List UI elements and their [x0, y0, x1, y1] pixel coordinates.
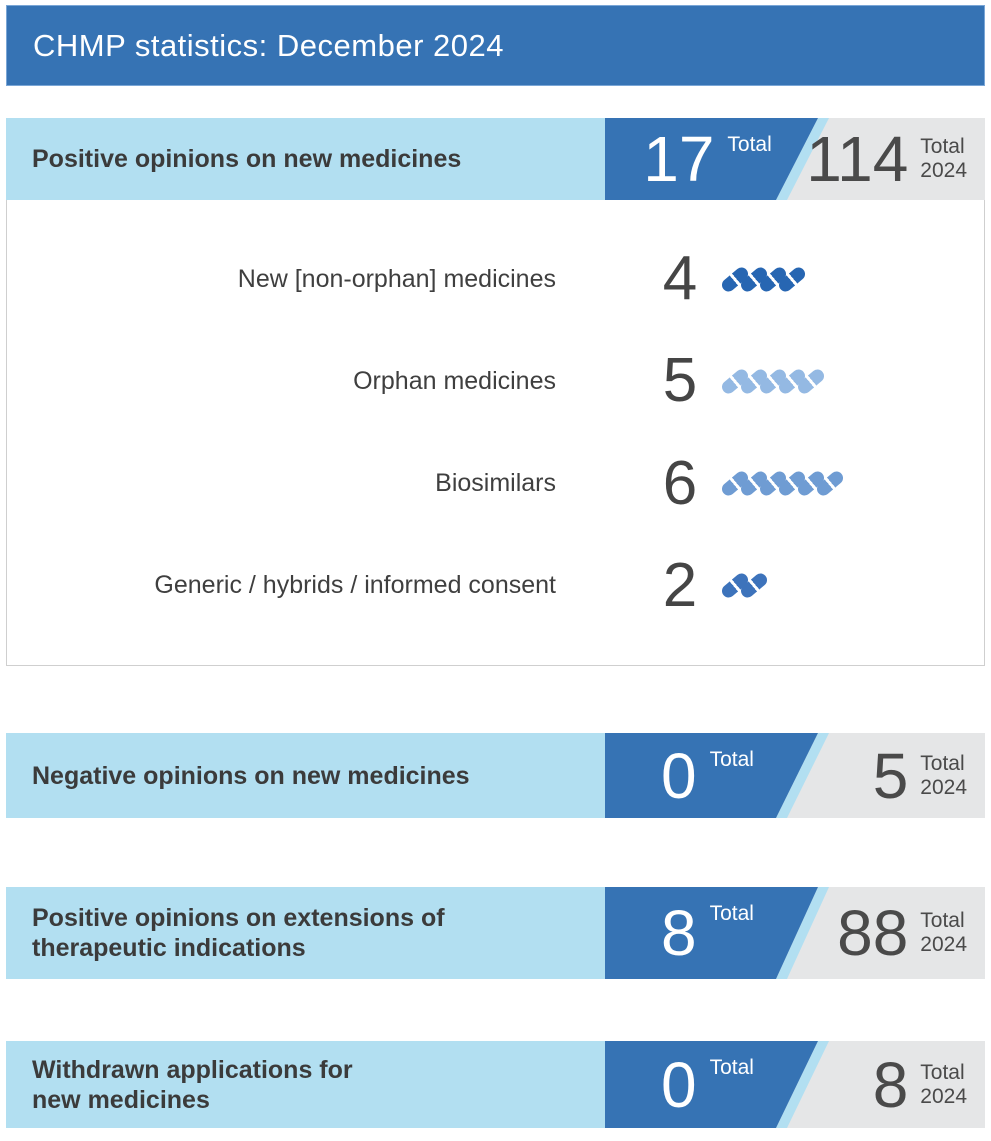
card-title-band: Positive opinions on extensions of thera…: [6, 887, 605, 979]
breakdown-row-orphan: Orphan medicines 5: [7, 350, 984, 412]
card-title-line1: Positive opinions on new medicines: [32, 145, 462, 173]
breakdown-row-non-orphan: New [non-orphan] medicines 4: [7, 248, 984, 310]
card-title-line1: Withdrawn applications for: [32, 1055, 353, 1084]
row-value: 6: [662, 448, 698, 518]
breakdown-list: New [non-orphan] medicines 4 Orphan medi…: [6, 200, 985, 666]
month-total-value: 0: [661, 739, 697, 812]
pill-icons: [719, 467, 846, 501]
card-header-band: Positive opinions on extensions of thera…: [6, 887, 985, 979]
year-total: 5 Total 2024: [835, 733, 985, 818]
year-total-label: Total 2024: [920, 135, 967, 182]
page-title: CHMP statistics: December 2024: [33, 27, 504, 63]
month-total-value: 17: [643, 123, 715, 195]
year-total-label-line2: 2024: [920, 775, 967, 799]
pill-icons: [719, 364, 827, 398]
month-total: 17 Total: [605, 118, 810, 200]
card-positive-opinions-extensions: Positive opinions on extensions of thera…: [6, 887, 985, 979]
month-total-label: Total: [709, 902, 754, 925]
year-total-label-line1: Total: [920, 909, 965, 933]
totals-panel: 17 Total 114 Total 2024: [605, 118, 985, 200]
totals-panel: 0 Total 5 Total 2024: [605, 733, 985, 818]
year-total: 8 Total 2024: [835, 1041, 985, 1128]
year-total-label-line1: Total: [920, 135, 965, 159]
year-total-label-line1: Total: [920, 751, 965, 775]
month-total-value: 0: [661, 1048, 697, 1121]
year-total-label-line2: 2024: [920, 1084, 967, 1108]
year-total-label: Total 2024: [920, 1061, 967, 1108]
row-value: 2: [662, 550, 698, 620]
year-total-label-line2: 2024: [920, 159, 967, 182]
card-negative-opinions-new-medicines: Negative opinions on new medicines 0 Tot…: [6, 733, 985, 818]
year-total-value: 88: [837, 897, 909, 969]
row-value: 4: [662, 244, 698, 314]
year-total-label-line1: Total: [920, 1060, 965, 1084]
card-title: Withdrawn applications for new medicines: [32, 1055, 353, 1115]
year-total-value: 8: [872, 1048, 909, 1121]
month-total-panel: [605, 118, 818, 200]
year-total-label: Total 2024: [920, 909, 967, 956]
month-total-label: Total: [727, 133, 772, 156]
year-total: 88 Total 2024: [835, 887, 985, 979]
month-total-panel: [605, 1041, 818, 1128]
breakdown-row-generic-hybrid: Generic / hybrids / informed consent 2: [7, 550, 984, 620]
year-total: 114 Total 2024: [806, 118, 985, 200]
year-total-value: 5: [872, 739, 909, 812]
card-title: Positive opinions on extensions of thera…: [32, 903, 445, 963]
card-title-line2: therapeutic indications: [32, 934, 306, 962]
row-label: Generic / hybrids / informed consent: [154, 571, 556, 600]
breakdown-row-biosimilars: Biosimilars 6: [7, 448, 984, 518]
card-title-band: Negative opinions on new medicines: [6, 733, 605, 818]
card-title-line1: Negative opinions on new medicines: [32, 761, 470, 790]
card-header-band: Negative opinions on new medicines 0 Tot…: [6, 733, 985, 818]
card-title-band: Positive opinions on new medicines: [6, 118, 605, 200]
card-withdrawn-applications: Withdrawn applications for new medicines…: [6, 1041, 985, 1128]
row-label: Orphan medicines: [353, 366, 556, 395]
month-total-value: 8: [661, 897, 697, 969]
month-total: 8 Total: [605, 887, 810, 979]
card-title-line2: new medicines: [32, 1085, 210, 1114]
month-total-label: Total: [709, 1056, 754, 1079]
year-total-value: 114: [806, 123, 909, 195]
totals-panel: 0 Total 8 Total 2024: [605, 1041, 985, 1128]
card-title-line1: Positive opinions on extensions of: [32, 904, 445, 932]
card-header-band: Positive opinions on new medicines 17 To…: [6, 118, 985, 200]
month-total-panel: [605, 887, 818, 979]
month-total: 0 Total: [605, 1041, 810, 1128]
year-total-label-line2: 2024: [920, 933, 967, 956]
card-title-band: Withdrawn applications for new medicines: [6, 1041, 605, 1128]
row-value: 5: [662, 346, 698, 416]
card-header-band: Withdrawn applications for new medicines…: [6, 1041, 985, 1128]
totals-panel: 8 Total 88 Total 2024: [605, 887, 985, 979]
month-total: 0 Total: [605, 733, 810, 818]
month-total-panel: [605, 733, 818, 818]
row-label: Biosimilars: [435, 469, 556, 498]
card-title: Positive opinions on new medicines: [32, 144, 461, 174]
year-total-label: Total 2024: [920, 752, 967, 799]
card-positive-opinions-new-medicines: Positive opinions on new medicines 17 To…: [6, 118, 985, 666]
card-title: Negative opinions on new medicines: [32, 761, 470, 791]
pill-icons: [719, 569, 770, 603]
month-total-label: Total: [709, 748, 754, 771]
page-header: CHMP statistics: December 2024: [6, 5, 985, 86]
pill-icons: [719, 262, 808, 296]
row-label: New [non-orphan] medicines: [237, 264, 556, 293]
